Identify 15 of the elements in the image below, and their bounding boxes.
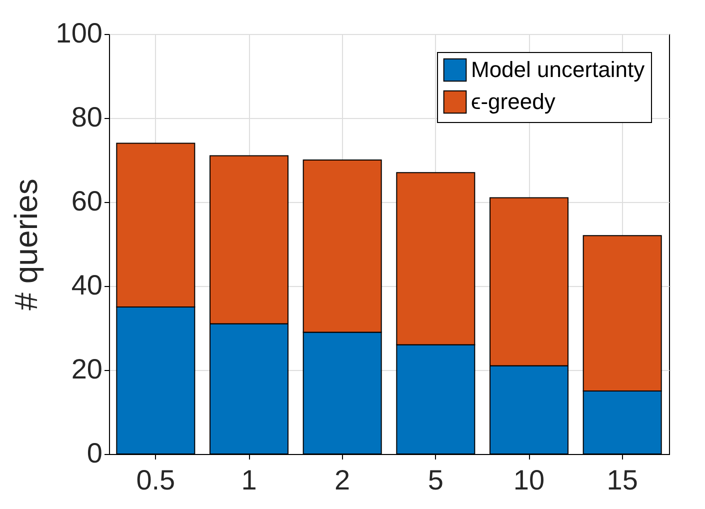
y-axis-title: # queries <box>8 178 44 310</box>
y-tick-label: 40 <box>71 270 102 300</box>
y-tick-label: 0 <box>86 438 102 468</box>
x-tick-label: 15 <box>606 464 638 496</box>
y-tick-label: 80 <box>71 102 102 132</box>
x-tick-label: 5 <box>428 464 444 496</box>
x-tick-label: 0.5 <box>136 464 176 496</box>
legend-label: ϵ-greedy <box>471 89 556 114</box>
x-tick-label: 2 <box>334 464 350 496</box>
x-tick-label: 1 <box>241 464 257 496</box>
legend-label: Model uncertainty <box>471 57 645 82</box>
x-tick-label: 10 <box>513 464 545 496</box>
y-tick-label: 100 <box>56 18 102 48</box>
y-tick-label: 20 <box>71 354 102 384</box>
y-tick-label: 60 <box>71 186 102 216</box>
